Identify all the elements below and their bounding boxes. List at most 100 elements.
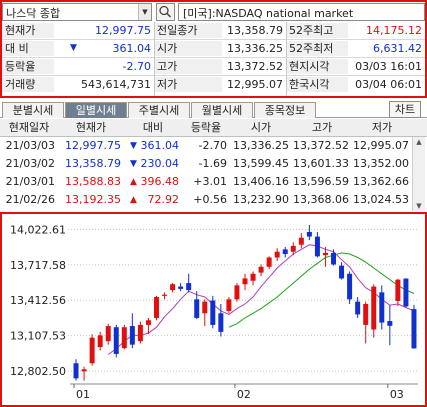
- table-row[interactable]: 21/03/03 12,997.75 ▼ 361.04 -2.70 13,336.25 13…: [0, 137, 427, 155]
- tab-3[interactable]: 주별시세: [128, 102, 190, 118]
- candle-body: [105, 326, 111, 342]
- table-row[interactable]: 21/03/02 13,358.79 ▼ 230.04 -1.69 13,599.45 13…: [0, 155, 427, 173]
- search-button[interactable]: [156, 3, 175, 21]
- candle-body: [411, 309, 417, 349]
- grid-header: 현재일자 현재가 대비 등락율 시가 고가 저가: [0, 119, 427, 137]
- cell-text: 13,192.35: [65, 193, 121, 206]
- quote-value: 13,358.79: [222, 23, 286, 38]
- cell-text: 13,358.79: [65, 157, 121, 170]
- table-row[interactable]: 21/03/01 13,588.83 ▲ 396.48 +3.01 13,406.16 13…: [0, 173, 427, 191]
- candle-body: [387, 321, 393, 326]
- header-bar: 나스닥 종합 ▼ [미국]:NASDAQ national market: [2, 2, 425, 22]
- quote-value: 12,995.07: [222, 77, 286, 92]
- quote-label: 52주최저: [286, 41, 348, 56]
- candle-body: [218, 313, 224, 332]
- column-header[interactable]: 고가: [311, 121, 333, 134]
- tab-2[interactable]: 일별시세: [65, 102, 127, 118]
- cell-rate: +0.56: [182, 191, 230, 209]
- quote-value-text: 13,372.52: [227, 60, 283, 73]
- tab-5[interactable]: 종목정보: [254, 102, 316, 118]
- column-divider: [286, 22, 287, 96]
- candle-body: [202, 301, 208, 314]
- candle-body: [379, 292, 385, 323]
- chart-highlight: [0, 212, 427, 407]
- column-header[interactable]: 현재일자: [8, 121, 50, 134]
- candle-body: [194, 299, 200, 318]
- stock-select-value: 나스닥 종합: [6, 7, 61, 20]
- candle-body: [274, 251, 280, 258]
- cell-text: 13,368.06: [293, 193, 349, 206]
- candle-body: [178, 286, 184, 289]
- stock-select[interactable]: 나스닥 종합 ▼: [2, 3, 152, 21]
- vertical-scrollbar[interactable]: ▲ ▼: [412, 137, 425, 211]
- candle-body: [170, 284, 176, 291]
- cell-price: 12,997.75: [58, 137, 124, 155]
- quote-label: 52주최고: [286, 23, 348, 38]
- chart-button[interactable]: 차트: [389, 101, 421, 118]
- quote-panel-highlight: [0, 0, 427, 98]
- column-header[interactable]: 시가: [250, 121, 272, 134]
- cell-date: 21/03/02: [0, 155, 58, 173]
- candle-body: [290, 245, 296, 252]
- row-divider: [2, 57, 425, 58]
- candlestick-chart[interactable]: 14,022.61 13,717.58 13,412.56 13,107.53 12,8…: [2, 214, 425, 405]
- quote-value: 14,175.12: [348, 23, 425, 38]
- quote-label: 등락율: [2, 59, 54, 74]
- quote-value: 03/03 16:01: [348, 59, 425, 74]
- y-tick-label: 12,802.50: [10, 365, 66, 378]
- quote-value-text: 14,175.12: [366, 24, 422, 37]
- candle-body: [314, 236, 320, 257]
- column-header[interactable]: 현재가: [75, 121, 107, 134]
- candle-body: [162, 294, 168, 296]
- cell-text: 396.48: [140, 175, 180, 188]
- candle-body: [371, 286, 377, 330]
- quote-label: 대 비: [2, 41, 54, 56]
- down-arrow-icon: ▼: [130, 141, 137, 151]
- cell-date: 21/02/26: [0, 191, 58, 209]
- tab-bar: 분별시세 일별시세 주별시세 월별시세 종목정보 차트: [0, 100, 427, 118]
- cell-change: ▲ 396.48: [124, 173, 182, 191]
- candle-body: [266, 257, 272, 267]
- search-icon: [159, 5, 172, 18]
- row-divider: [2, 39, 425, 40]
- scroll-up-icon[interactable]: ▲: [416, 138, 422, 146]
- column-header[interactable]: 대비: [142, 121, 164, 134]
- table-row[interactable]: 21/02/26 13,192.35 ▲ 72.92 +0.56 13,232.90 13,…: [0, 191, 427, 209]
- candle-body: [186, 283, 192, 291]
- candle-body: [137, 324, 143, 342]
- cell-text: 13,336.25: [233, 139, 289, 152]
- column-header[interactable]: 등락율: [190, 121, 222, 134]
- quote-value-text: 03/03 16:01: [355, 60, 422, 73]
- quote-label: 한국시각: [286, 77, 348, 92]
- candle-body: [306, 231, 312, 237]
- y-tick-label: 13,107.53: [10, 330, 66, 343]
- quote-value-text: -2.70: [122, 60, 151, 73]
- market-name: [미국]:NASDAQ national market: [178, 3, 425, 21]
- column-header[interactable]: 저가: [371, 121, 393, 134]
- cell-text: 361.04: [140, 139, 180, 152]
- tab-1[interactable]: 분별시세: [2, 102, 64, 118]
- scroll-down-icon[interactable]: ▼: [416, 202, 422, 210]
- cell-price: 13,358.79: [58, 155, 124, 173]
- quote-value: 6,631.42: [348, 41, 425, 56]
- tab-4[interactable]: 월별시세: [191, 102, 253, 118]
- cell-open: 13,336.25: [230, 137, 292, 155]
- quote-label: 고가: [154, 59, 222, 74]
- cell-high: 13,601.33: [292, 155, 352, 173]
- cell-text: 13,372.52: [293, 139, 349, 152]
- y-tick-label: 13,412.56: [10, 294, 66, 307]
- quote-value: -2.70: [54, 59, 154, 74]
- candle-body: [298, 237, 304, 245]
- cell-low: 13,352.00: [352, 155, 412, 173]
- cell-date: 21/03/01: [0, 173, 58, 191]
- cell-low: 13,362.66: [352, 173, 412, 191]
- chevron-down-icon[interactable]: ▼: [138, 4, 151, 20]
- quote-value-text: 361.04: [112, 42, 152, 55]
- column-divider: [154, 22, 155, 96]
- quote-value: 12,997.75: [54, 23, 154, 38]
- cell-text: 230.04: [140, 157, 180, 170]
- cell-change: ▼ 230.04: [124, 155, 182, 173]
- cell-high: 13,368.06: [292, 191, 352, 209]
- cell-text: 13,588.83: [65, 175, 121, 188]
- candle-body: [339, 265, 345, 279]
